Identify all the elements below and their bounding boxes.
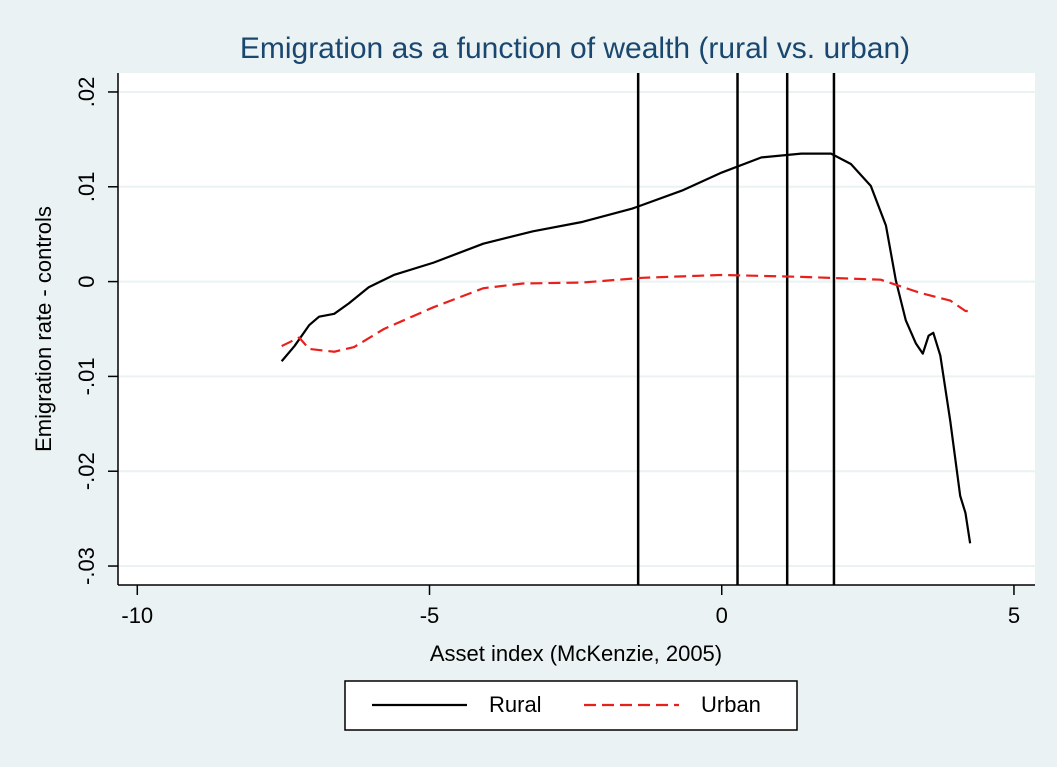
y-tick-label: 0: [74, 275, 99, 287]
y-axis-label: Emigration rate - controls: [31, 206, 56, 452]
data-line: [280, 152, 972, 544]
data-line: [281, 273, 973, 353]
x-tick-label: -5: [420, 603, 440, 628]
x-tick-label: 5: [1008, 603, 1020, 628]
y-tick-label: -.03: [74, 547, 99, 585]
x-axis-label: Asset index (McKenzie, 2005): [430, 641, 722, 666]
x-tick-label: -10: [121, 603, 153, 628]
y-tick-label: .02: [74, 77, 99, 108]
plot-area: [118, 73, 1035, 585]
legend-label: Urban: [701, 692, 761, 717]
chart-title: Emigration as a function of wealth (rura…: [240, 32, 910, 65]
y-tick-label: .01: [74, 171, 99, 202]
legend-label: Rural: [489, 692, 542, 717]
y-tick-label: -.02: [74, 452, 99, 490]
y-tick-label: -.01: [74, 357, 99, 395]
x-tick-label: 0: [716, 603, 728, 628]
